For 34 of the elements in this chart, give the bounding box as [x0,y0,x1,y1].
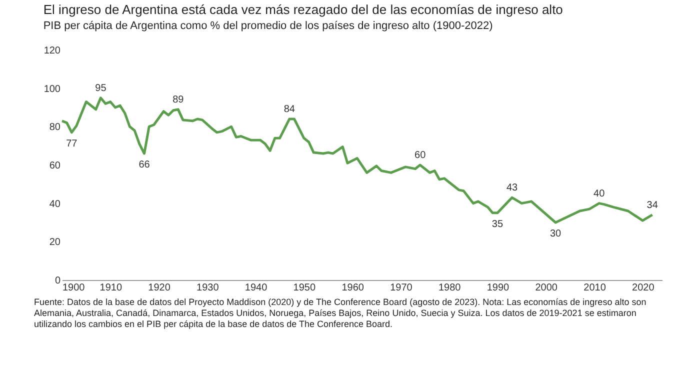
x-tick-label: 2010 [584,282,606,294]
x-tick-label: 2020 [632,282,655,294]
y-tick-label: 100 [44,84,61,95]
annotation: 30 [550,228,562,240]
chart-title: El ingreso de Argentina está cada vez más rezagado del de las economías de ingreso alto [43,2,563,17]
x-tick-label: 1900 [62,282,86,294]
annotation: 89 [172,94,184,106]
y-tick-label: 40 [49,198,61,210]
y-tick-label: 120 [44,46,61,56]
x-tick-label: 1970 [390,282,413,294]
y-tick-label: 60 [49,160,61,172]
x-tick-label: 1910 [100,282,122,294]
annotation: 34 [646,200,658,211]
annotation: 84 [284,104,296,115]
annotation: 60 [414,150,426,161]
x-tick-label: 2000 [535,282,558,294]
x-tick-label: 1930 [196,282,220,294]
x-tick-label: 1950 [293,282,316,294]
annotation: 77 [66,138,78,150]
y-tick-label: 0 [54,276,61,286]
source-note: Fuente: Datos de la base de datos del Proyecto Maddison (2020) y de The Conference Board (agosto de 2023). Nota: Las economías de ingreso alto son Alemania, Australia, Canadá, Dinamarca, Estados Unidos, Noruega, Países Bajos, Reino Unido, Suecia y Suiza. Los datos de 2019-2021 se estimaron utilizando los cambios en el PIB per cápita de la base de datos de The Conference Board. [34,297,646,329]
x-tick-label: 1940 [244,282,268,294]
y-tick-label: 80 [49,122,61,134]
annotation: 66 [138,160,150,170]
x-tick-label: 1990 [486,282,510,294]
x-tick-label: 1960 [342,282,364,294]
y-tick-label: 20 [49,237,61,248]
annotation: 95 [95,82,107,94]
annotation: 43 [506,182,518,194]
x-tick-label: 1920 [148,282,171,294]
x-tick-label: 1980 [438,282,462,294]
annotation: 35 [492,218,504,230]
annotation: 40 [594,188,606,200]
chart-subtitle: PIB per cápita de Argentina como % del promedio de los países de ingreso alto (1900-2022) [43,20,493,32]
